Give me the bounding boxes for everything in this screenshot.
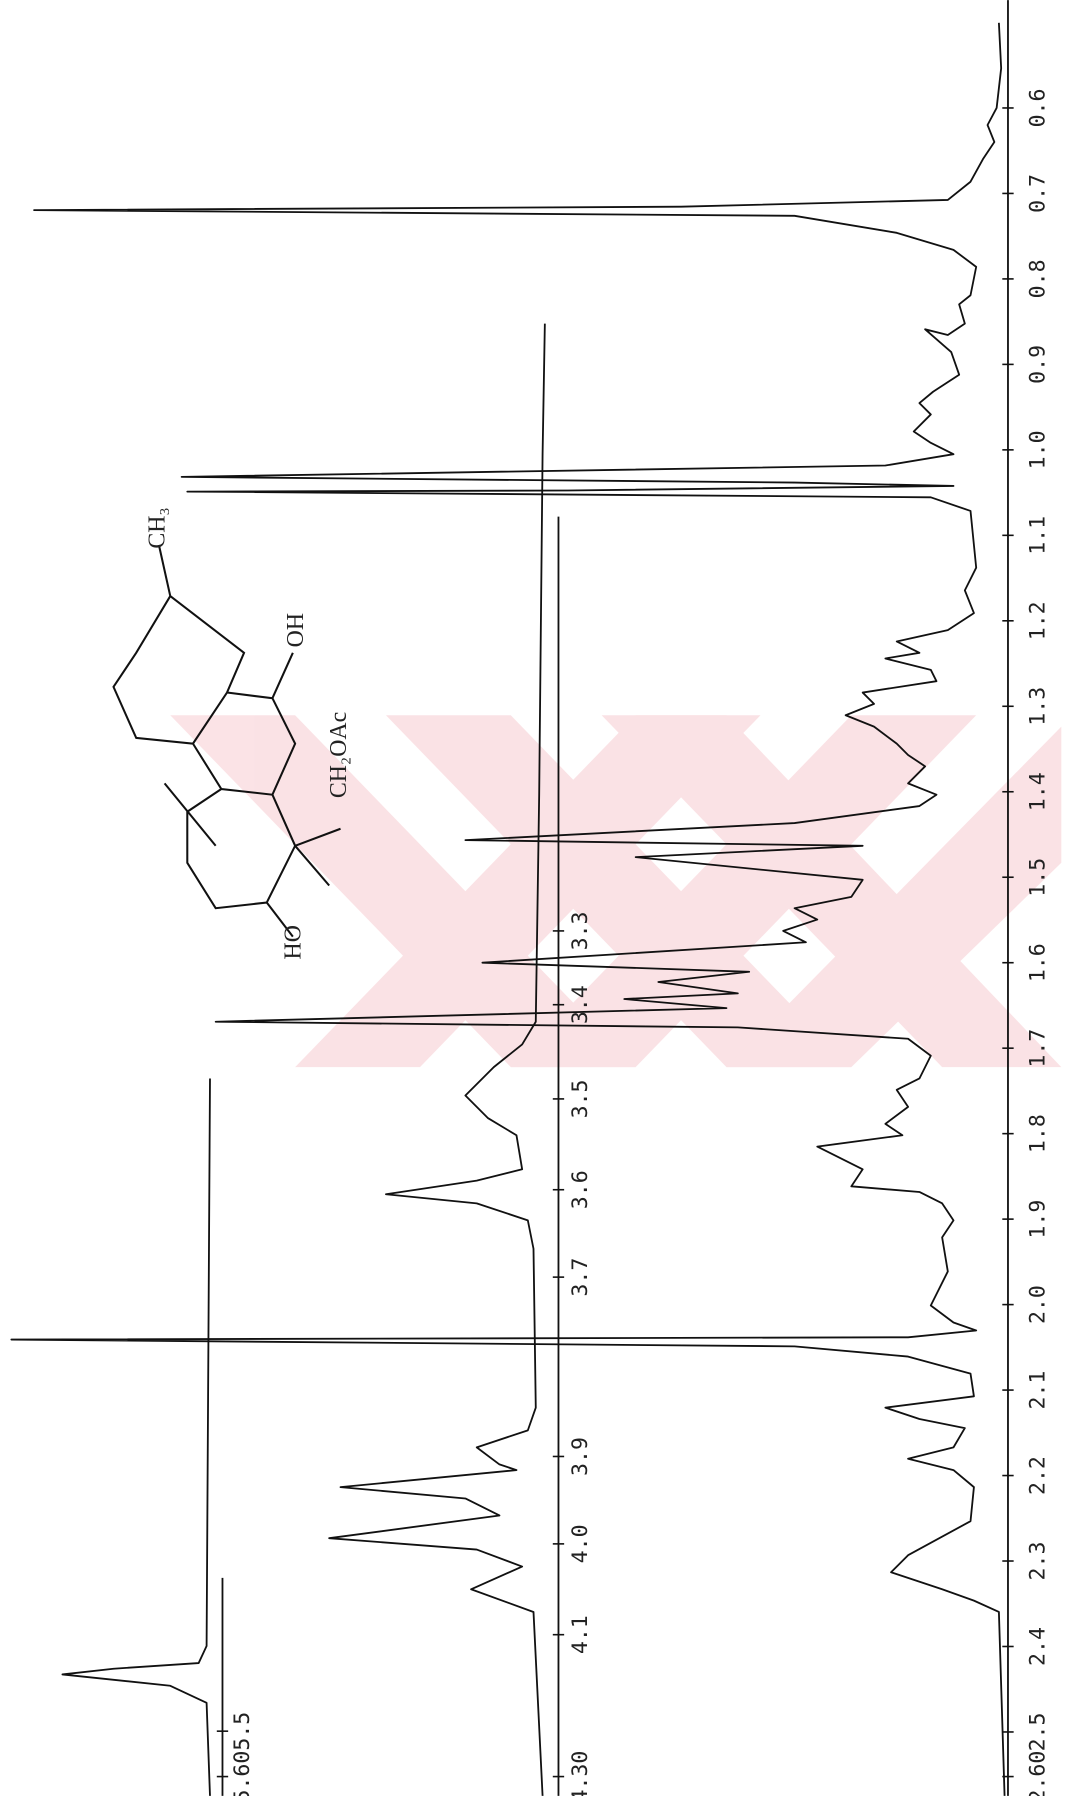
tick-label: 1.7	[1026, 1029, 1051, 1068]
left-trace	[61, 1078, 211, 1796]
tick-label: 2.1	[1026, 1371, 1051, 1410]
tick-label: 1.8	[1026, 1114, 1051, 1153]
tick-label: 3.4	[568, 985, 593, 1024]
tick-label: 4.1	[568, 1615, 593, 1654]
tick-label: 1.4	[1026, 772, 1051, 811]
tick-label: 5.5	[230, 1712, 255, 1751]
tick-label: 2.4	[1026, 1627, 1051, 1666]
tick-label: 1.9	[1026, 1200, 1051, 1239]
tick-label: 2.3	[1026, 1542, 1051, 1581]
tick-label: 5.60	[230, 1751, 255, 1796]
watermark	[170, 715, 1062, 1068]
tick-label: 0.9	[1026, 345, 1051, 384]
tick-label: 1.3	[1026, 687, 1051, 726]
tick-label: 3.6	[568, 1170, 593, 1209]
structure-label: OH	[283, 613, 309, 647]
tick-label: 3.3	[568, 911, 593, 950]
tick-label: 4.30	[568, 1751, 593, 1796]
tick-label: 3.7	[568, 1258, 593, 1297]
tick-label: 1.2	[1026, 601, 1051, 640]
tick-label: 3.5	[568, 1079, 593, 1118]
structure: CH₃ OH CH₂OAc HO	[112, 507, 352, 959]
tick-label: 1.6	[1026, 943, 1051, 982]
tick-label: 1.0	[1026, 430, 1051, 469]
tick-label: 3.9	[568, 1437, 593, 1476]
structure-label: CH₃	[144, 507, 170, 548]
tick-label: 0.6	[1026, 89, 1051, 128]
tick-label: 2.2	[1026, 1456, 1051, 1495]
structure-label: CH₂OAc	[326, 712, 352, 798]
middle-trace	[328, 323, 546, 1796]
tick-label: 0.7	[1026, 174, 1051, 213]
tick-label: 1.5	[1026, 858, 1051, 897]
tick-label: 2.0	[1026, 1285, 1051, 1324]
tick-label: 0.8	[1026, 259, 1051, 298]
tick-label: 4.0	[568, 1524, 593, 1563]
main-trace	[10, 22, 1006, 1796]
tick-label: 1.1	[1026, 516, 1051, 555]
structure-label: HO	[281, 925, 307, 959]
tick-label: 2.60	[1026, 1751, 1051, 1796]
tick-label: 2.5	[1026, 1713, 1051, 1752]
